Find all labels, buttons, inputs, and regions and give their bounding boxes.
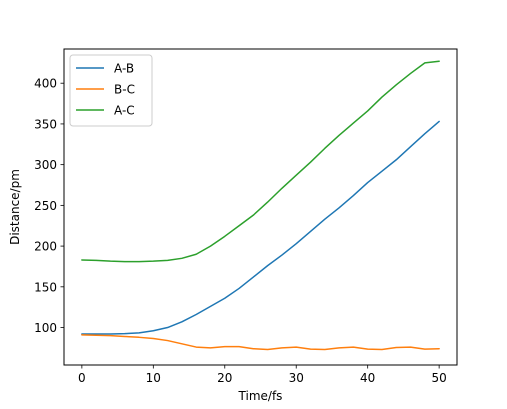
series-line-a-b: [81, 120, 440, 335]
legend-label-b-c: B-C: [114, 83, 135, 97]
y-tick-label: 400: [34, 77, 57, 91]
series-line-a-c: [81, 60, 440, 263]
legend-box: [69, 54, 153, 127]
x-tick-label: 0: [78, 371, 86, 385]
y-tick-label: 150: [34, 280, 57, 294]
y-tick-label: 300: [34, 158, 57, 172]
y-tick-label: 350: [34, 117, 57, 131]
x-tick-label: 10: [146, 371, 161, 385]
axes-frame: [63, 48, 458, 366]
y-axis-label: Distance/pm: [8, 169, 22, 245]
y-tick-label: 200: [34, 240, 57, 254]
plot-lines: [81, 60, 440, 351]
legend: A-B B-C A-C: [69, 54, 153, 127]
x-axis-ticks: 0 10 20 30 40 50: [78, 365, 447, 385]
y-tick-label: 100: [34, 321, 57, 335]
x-axis-label: Time/fs: [238, 389, 283, 403]
x-tick-label: 20: [217, 371, 232, 385]
legend-label-a-c: A-C: [114, 104, 135, 118]
x-tick-label: 40: [360, 371, 375, 385]
legend-label-a-b: A-B: [114, 62, 134, 76]
x-tick-label: 30: [289, 371, 304, 385]
y-axis-ticks: 100 150 200 250 300 350 400: [34, 77, 64, 335]
x-tick-label: 50: [431, 371, 446, 385]
y-tick-label: 250: [34, 199, 57, 213]
series-line-b-c: [81, 334, 440, 351]
